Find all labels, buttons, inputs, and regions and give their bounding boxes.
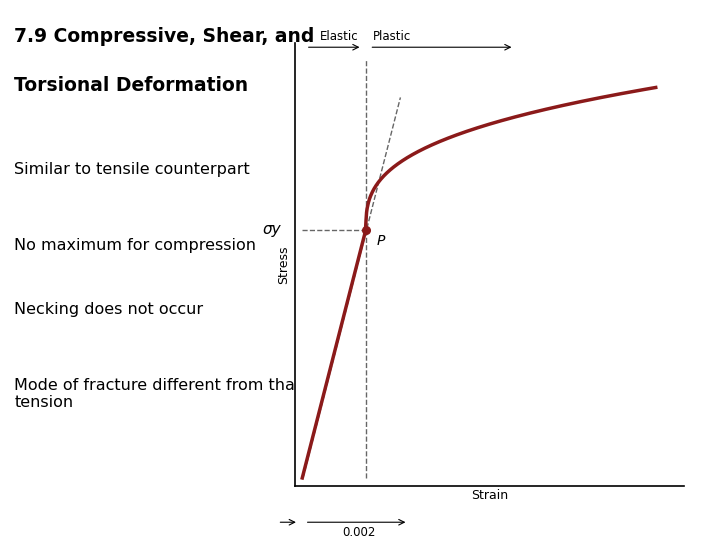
X-axis label: Strain: Strain [471,489,508,502]
Text: Similar to tensile counterpart: Similar to tensile counterpart [14,162,250,177]
Text: Torsional Deformation: Torsional Deformation [14,76,248,94]
Text: Mode of fracture different from that of
tension: Mode of fracture different from that of … [14,378,322,410]
Text: P: P [377,233,385,247]
Text: 0.002: 0.002 [342,526,376,539]
Y-axis label: Stress: Stress [276,245,289,284]
Text: σy: σy [262,222,281,237]
Text: Plastic: Plastic [373,30,411,43]
Text: No maximum for compression: No maximum for compression [14,238,256,253]
Text: Elastic: Elastic [320,30,359,43]
Text: 7.9 Compressive, Shear, and: 7.9 Compressive, Shear, and [14,27,315,46]
Text: Necking does not occur: Necking does not occur [14,302,204,318]
